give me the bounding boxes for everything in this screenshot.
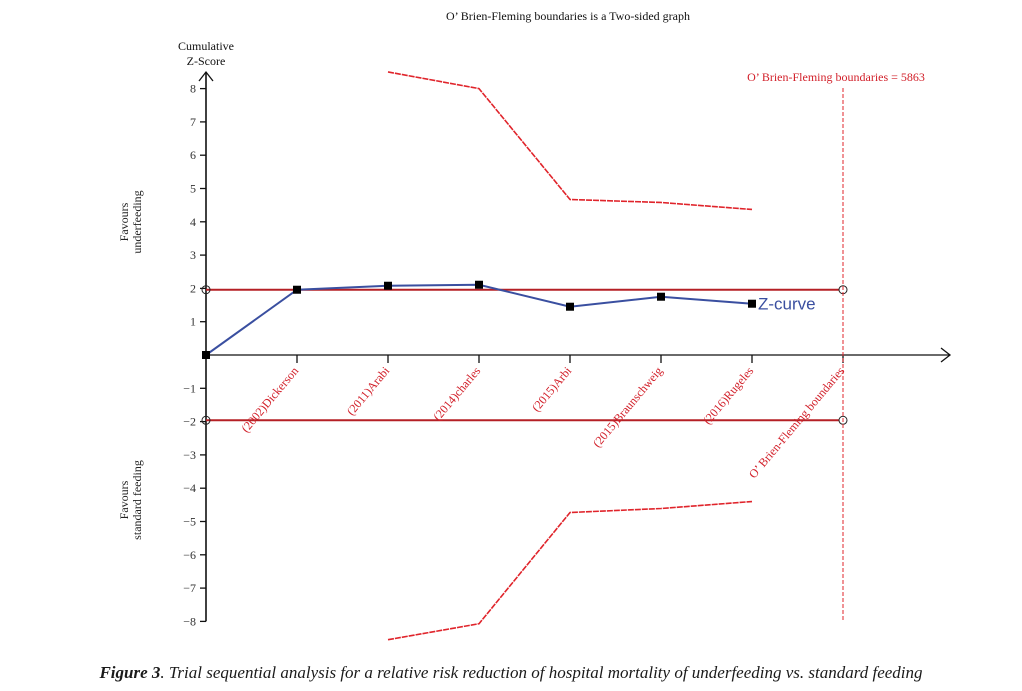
- z-curve-point: [202, 351, 210, 359]
- y-tick-label: −1: [183, 381, 196, 395]
- y-ticks: 8 7 6 5 4 3 2 1 −1 −2 −3 −4 −5 −6 −7 −8: [183, 82, 206, 628]
- region-label-upper-line2: underfeeding: [130, 190, 144, 253]
- y-tick-label: 8: [190, 82, 196, 96]
- required-information-size-label: O’ Brien-Fleming boundaries = 5863: [747, 70, 925, 84]
- y-tick-label: 2: [190, 281, 196, 295]
- figure-caption-label: Figure 3: [99, 663, 161, 682]
- x-tick-label: (2016)Rugeles: [700, 364, 756, 427]
- series: Z-curve: [202, 71, 816, 641]
- y-tick-label: 4: [190, 215, 196, 229]
- x-tick-label: (2011)Arabi: [344, 363, 393, 418]
- upper-obf-boundary-line: [387, 71, 753, 211]
- figure-caption-text: . Trial sequential analysis for a relati…: [160, 663, 923, 682]
- region-label-upper: Favours underfeeding: [117, 190, 144, 253]
- x-tick-label: O’ Brien-Fleming boundaries: [746, 364, 848, 481]
- x-tick-label: (2015)Arbi: [529, 363, 575, 414]
- y-tick-label: −6: [183, 548, 196, 562]
- x-tick-label: (2002)Dickerson: [238, 364, 301, 435]
- axes: [198, 70, 952, 622]
- chart: O’ Brien-Fleming boundaries is a Two-sid…: [117, 9, 952, 641]
- y-tick-label: −3: [183, 448, 196, 462]
- z-curve-point: [657, 292, 665, 301]
- y-tick-label: −5: [183, 515, 196, 529]
- chart-title: O’ Brien-Fleming boundaries is a Two-sid…: [446, 9, 690, 23]
- region-label-lower-line1: Favours: [117, 480, 131, 519]
- y-tick-label: 5: [190, 182, 196, 196]
- y-tick-label: −4: [183, 481, 196, 495]
- region-label-lower-line2: standard feeding: [130, 460, 144, 540]
- z-curve-point: [566, 302, 574, 311]
- z-curve-label: Z-curve: [758, 295, 816, 314]
- x-tick-label: (2014)charles: [430, 364, 483, 424]
- y-tick-label: −7: [183, 581, 196, 595]
- figure-caption: Figure 3. Trial sequential analysis for …: [0, 663, 1022, 683]
- z-curve-point: [293, 285, 301, 294]
- y-axis-label-line1: Cumulative: [178, 39, 234, 53]
- y-tick-label: 1: [190, 315, 196, 329]
- boundary-marker: [201, 285, 211, 295]
- z-curve-point: [384, 281, 392, 290]
- region-label-upper-line1: Favours: [117, 202, 131, 241]
- z-curve-point: [748, 299, 756, 308]
- y-tick-label: 3: [190, 248, 196, 262]
- z-curve-line: [205, 283, 753, 356]
- boundary-marker: [201, 415, 211, 425]
- y-axis-label-line2: Z-Score: [187, 54, 226, 68]
- x-ticks: [296, 355, 844, 363]
- y-tick-label: 6: [190, 148, 196, 162]
- lower-obf-boundary-line: [387, 500, 753, 641]
- z-curve-point: [475, 280, 483, 289]
- y-tick-label: −8: [183, 614, 196, 628]
- x-axis-arrow-icon: [940, 347, 952, 363]
- x-tick-labels: (2002)Dickerson (2011)Arabi (2014)charles (…: [238, 363, 847, 481]
- region-label-lower: Favours standard feeding: [117, 460, 144, 540]
- y-axis-arrow-icon: [198, 70, 214, 82]
- y-tick-label: −2: [183, 415, 196, 429]
- y-tick-label: 7: [190, 115, 196, 129]
- x-tick-label: (2015)Braunschweig: [590, 364, 665, 450]
